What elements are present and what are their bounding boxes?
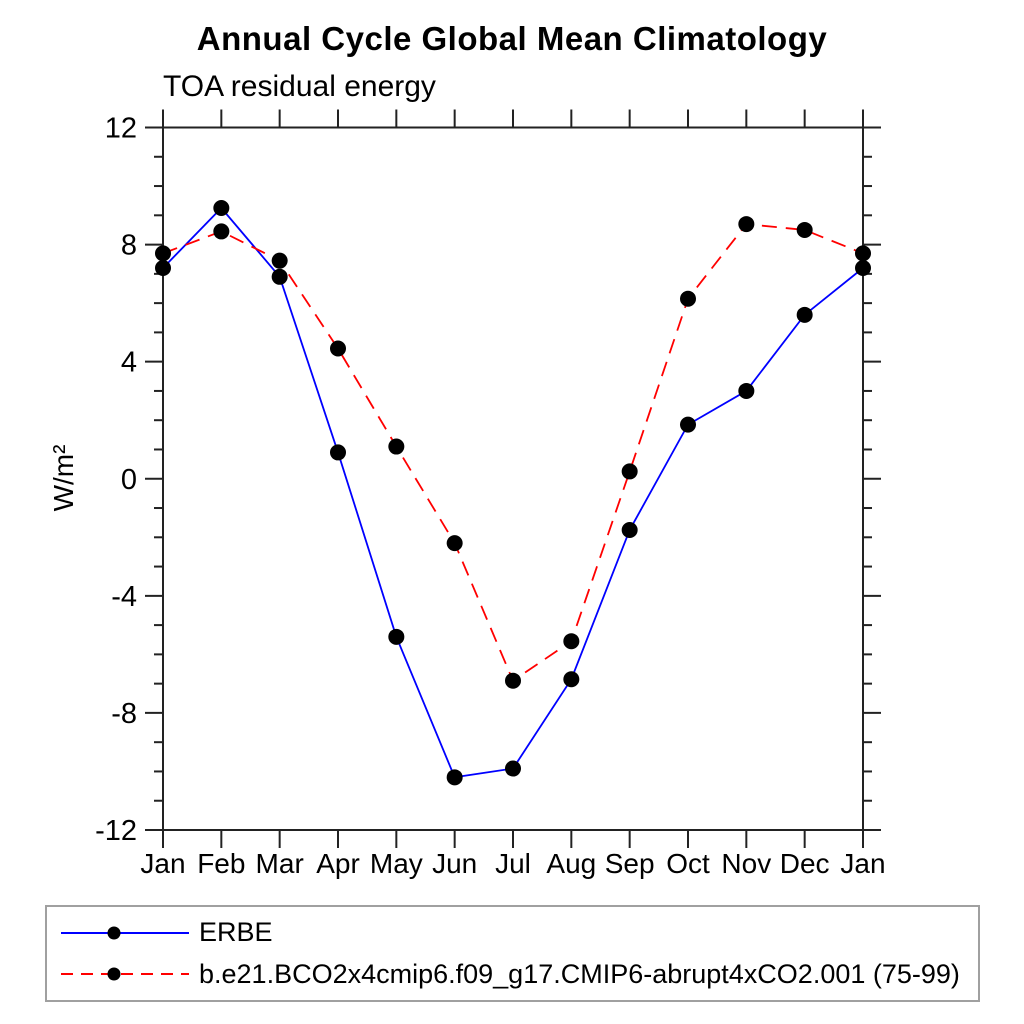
x-tick-label: Apr — [316, 848, 360, 879]
data-point-series-0 — [446, 769, 463, 786]
legend-marker-dot — [107, 967, 121, 981]
data-point-series-0 — [855, 260, 871, 276]
legend-swatch-erbe — [61, 926, 189, 940]
data-point-series-0 — [330, 444, 346, 461]
x-tick-label: Aug — [546, 848, 596, 879]
series-line-1 — [162, 223, 864, 683]
data-point-series-0 — [213, 199, 230, 216]
data-point-series-0 — [155, 260, 171, 276]
data-point-series-1 — [330, 340, 346, 357]
x-tick-label: Nov — [721, 848, 771, 879]
data-point-series-1 — [621, 463, 638, 480]
data-point-series-1 — [796, 221, 813, 238]
data-point-series-0 — [505, 760, 521, 777]
x-tick-label: Dec — [780, 848, 830, 879]
data-point-series-0 — [621, 521, 638, 538]
data-point-series-1 — [271, 252, 288, 269]
data-point-series-1 — [680, 290, 696, 307]
plot-subtitle: TOA residual energy — [163, 70, 436, 103]
data-point-series-1 — [446, 535, 463, 552]
x-tick-label: Jan — [140, 848, 185, 879]
data-point-series-0 — [796, 306, 813, 323]
y-tick-label: -4 — [111, 581, 137, 613]
legend-item-erbe: ERBE — [59, 917, 978, 949]
legend-label-erbe: ERBE — [199, 917, 273, 948]
page-title: Annual Cycle Global Mean Climatology — [196, 20, 828, 57]
y-tick-label: -12 — [95, 815, 137, 847]
legend-item-model: b.e21.BCO2x4cmip6.f09_g17.CMIP6-abrupt4x… — [59, 958, 978, 990]
y-tick-label: 4 — [121, 347, 137, 379]
data-point-series-1 — [738, 216, 755, 233]
series-line-0 — [162, 206, 864, 779]
data-point-series-0 — [563, 671, 580, 688]
legend-label-model: b.e21.BCO2x4cmip6.f09_g17.CMIP6-abrupt4x… — [199, 958, 960, 989]
legend-marker-dot — [107, 926, 121, 940]
y-tick-label: 0 — [121, 464, 137, 496]
y-tick-label: 8 — [121, 230, 137, 262]
data-point-series-1 — [213, 223, 230, 240]
x-tick-label: Jun — [432, 848, 477, 879]
x-tick-label: Sep — [605, 848, 655, 879]
legend-swatch-model — [61, 967, 189, 981]
x-tick-label: Oct — [666, 848, 710, 879]
data-point-series-1 — [563, 633, 580, 650]
data-point-series-1 — [155, 245, 171, 262]
x-tick-label: Mar — [256, 848, 304, 879]
legend-box: ERBE b.e21.BCO2x4cmip6.f09_g17.CMIP6-abr… — [45, 905, 980, 1002]
data-point-series-0 — [680, 416, 696, 433]
y-tick-label: 12 — [105, 113, 137, 145]
data-point-series-1 — [505, 672, 521, 689]
plot-frame — [162, 126, 864, 831]
data-point-series-0 — [388, 628, 405, 645]
data-point-series-0 — [271, 268, 288, 285]
data-point-series-1 — [855, 245, 871, 262]
data-point-series-0 — [738, 382, 755, 399]
data-point-series-1 — [388, 438, 405, 455]
x-tick-label: Jan — [840, 848, 885, 879]
y-tick-label: -8 — [111, 698, 137, 730]
x-tick-label: May — [370, 848, 423, 879]
x-tick-label: Jul — [495, 848, 531, 879]
x-tick-label: Feb — [197, 848, 245, 879]
